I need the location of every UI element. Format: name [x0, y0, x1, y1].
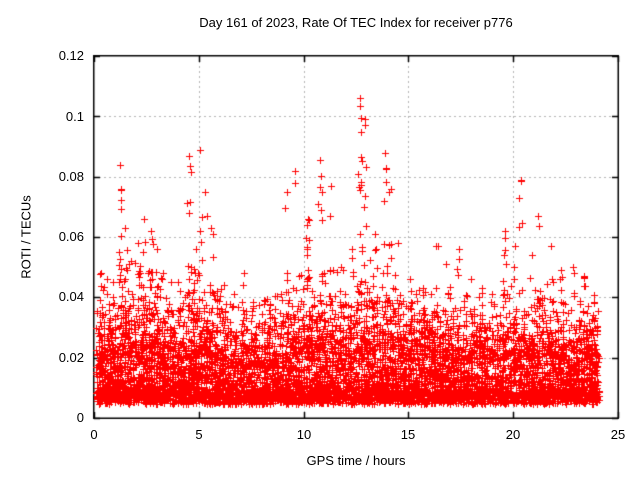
y-tick-label: 0.1	[65, 109, 84, 124]
x-axis-label: GPS time / hours	[306, 453, 406, 468]
x-tick-label: 5	[195, 427, 203, 442]
y-tick-label: 0.04	[58, 289, 84, 304]
x-tick-label: 20	[505, 427, 521, 442]
y-tick-label: 0	[76, 410, 84, 425]
x-tick-label: 0	[90, 427, 98, 442]
y-tick-label: 0.02	[58, 350, 84, 365]
x-tick-label: 25	[610, 427, 626, 442]
chart-title: Day 161 of 2023, Rate Of TEC Index for r…	[199, 15, 513, 30]
x-tick-label: 15	[400, 427, 416, 442]
y-tick-label: 0.12	[58, 48, 84, 63]
x-tick-label: 10	[296, 427, 312, 442]
y-tick-label: 0.06	[58, 229, 84, 244]
y-tick-label: 0.08	[58, 169, 84, 184]
